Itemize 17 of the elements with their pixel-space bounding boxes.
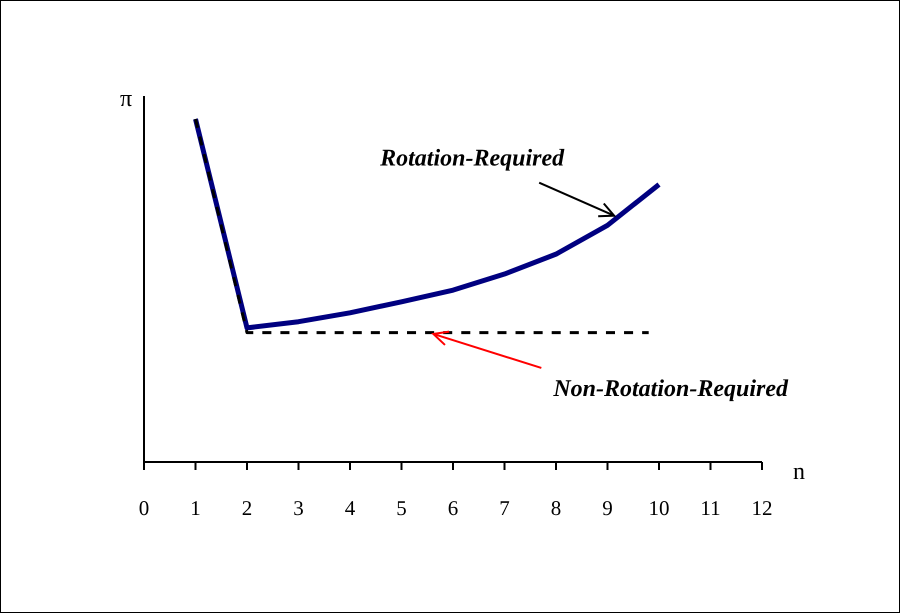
x-axis-title: n — [793, 459, 805, 485]
x-tick-label: 10 — [648, 496, 670, 520]
x-tick-label: 9 — [602, 496, 613, 520]
x-tick-label: 1 — [190, 496, 201, 520]
x-tick-label: 5 — [396, 496, 407, 520]
x-tick-label: 7 — [499, 496, 510, 520]
x-tick-label: 2 — [242, 496, 252, 520]
x-tick-label: 8 — [550, 496, 562, 520]
annotation: Non-Rotation-Required — [552, 376, 790, 402]
y-axis-title: π — [120, 86, 132, 112]
x-tick-label: 11 — [700, 496, 721, 520]
x-tick-label: 6 — [448, 496, 458, 520]
x-tick-label: 4 — [344, 496, 356, 520]
x-tick-label: 12 — [752, 496, 772, 520]
x-tick-label: 0 — [138, 496, 150, 520]
x-tick-label: 3 — [293, 496, 304, 520]
annotation: Rotation-Required — [379, 146, 566, 172]
